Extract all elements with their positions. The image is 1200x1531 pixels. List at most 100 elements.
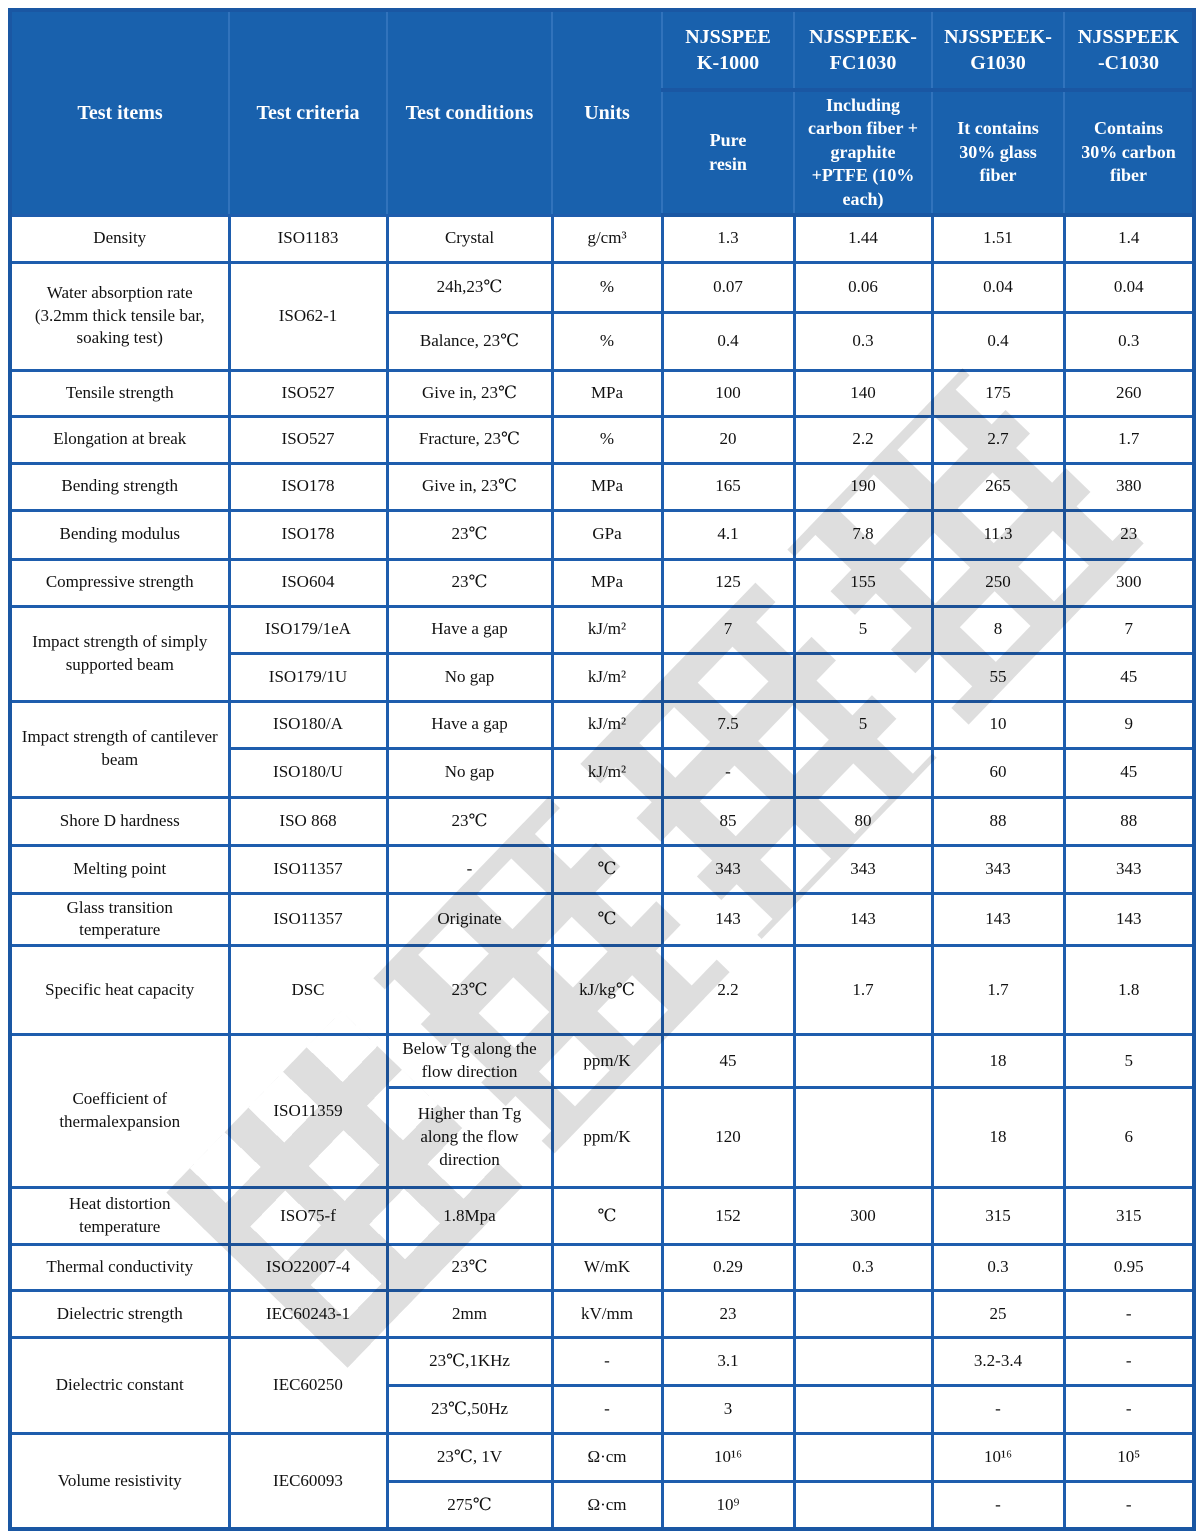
test-condition: 23℃ <box>385 1243 554 1293</box>
unit: % <box>550 310 664 372</box>
test-condition: Crystal <box>385 213 554 264</box>
value-k1000: 152 <box>660 1186 796 1247</box>
test-criteria: ISO11357 <box>227 891 389 948</box>
test-criteria: ISO178 <box>227 461 389 512</box>
table-row: Density ISO1183 Crystal g/cm³ 1.3 1.44 1… <box>8 213 1196 264</box>
value-c1030: 6 <box>1062 1086 1196 1190</box>
test-condition: 23℃,1KHz <box>385 1336 554 1388</box>
value-g1030: 25 <box>930 1289 1066 1340</box>
col-header-test-conditions: Test conditions <box>386 8 553 216</box>
unit: MPa <box>550 461 664 512</box>
unit: ppm/K <box>550 1033 664 1090</box>
value-c1030: 380 <box>1062 461 1196 512</box>
unit: kV/mm <box>550 1289 664 1340</box>
value-k1000: 0.4 <box>660 310 796 372</box>
value-fc1030 <box>792 1432 934 1484</box>
value-g1030: 18 <box>930 1086 1066 1190</box>
value-k1000: 125 <box>660 557 796 608</box>
value-c1030: 1.8 <box>1062 944 1196 1037</box>
value-fc1030 <box>792 1289 934 1340</box>
value-g1030: 11.3 <box>930 508 1066 561</box>
test-criteria: ISO178 <box>227 508 389 561</box>
value-fc1030: 2.2 <box>792 414 934 465</box>
test-criteria: ISO22007-4 <box>227 1243 389 1293</box>
col-header-test-criteria: Test criteria <box>228 8 388 216</box>
value-fc1030: 7.8 <box>792 508 934 561</box>
table-row: Dielectric constant IEC60250 23℃,1KHz - … <box>8 1336 1196 1436</box>
test-item: Melting point <box>8 843 231 895</box>
test-item: Dielectric strength <box>8 1289 231 1340</box>
test-item: Bending strength <box>8 461 231 512</box>
test-condition: 23℃, 1V <box>385 1432 554 1484</box>
test-criteria: ISO75-f <box>227 1186 389 1247</box>
test-condition: 24h,23℃ <box>385 260 554 314</box>
value-c1030: 7 <box>1062 604 1196 655</box>
unit <box>550 795 664 847</box>
test-condition: Fracture, 23℃ <box>385 414 554 465</box>
value-fc1030: 155 <box>792 557 934 608</box>
test-criteria: ISO179/1eA <box>227 604 389 655</box>
test-criteria: ISO180/U <box>227 746 389 799</box>
value-g1030: 3.2-3.4 <box>930 1336 1066 1388</box>
value-k1000: 7.5 <box>660 699 796 750</box>
value-k1000: 4.1 <box>660 508 796 561</box>
value-k1000: 20 <box>660 414 796 465</box>
test-item: Water absorption rate (3.2mm thick tensi… <box>8 260 231 372</box>
value-g1030: 0.3 <box>930 1243 1066 1293</box>
value-c1030: 1.7 <box>1062 414 1196 465</box>
value-fc1030: 143 <box>792 891 934 948</box>
table-row: Melting point ISO11357 - ℃ 343 343 343 3… <box>8 843 1196 895</box>
unit: Ω·cm <box>550 1480 664 1531</box>
value-k1000: 1.3 <box>660 213 796 264</box>
unit: ppm/K <box>550 1086 664 1190</box>
test-item: Impact strength of cantilever beam <box>8 699 231 799</box>
unit: kJ/m² <box>550 604 664 655</box>
test-condition: Give in, 23℃ <box>385 461 554 512</box>
unit: Ω·cm <box>550 1432 664 1484</box>
value-k1000: 85 <box>660 795 796 847</box>
test-condition: 23℃ <box>385 557 554 608</box>
value-k1000: 23 <box>660 1289 796 1340</box>
test-item: Volume resistivity <box>8 1432 231 1531</box>
table-header: Test items Test criteria Test conditions… <box>9 8 1195 217</box>
test-criteria: ISO11357 <box>227 843 389 895</box>
value-g1030: 10 <box>930 699 1066 750</box>
product-name-g1030: NJSSPEEK- G1030 <box>931 8 1065 91</box>
value-g1030: 343 <box>930 843 1066 895</box>
test-condition: Below Tg along the flow direction <box>385 1033 554 1090</box>
product-name-fc1030: NJSSPEEK- FC1030 <box>793 8 933 91</box>
unit: % <box>550 260 664 314</box>
value-fc1030: 5 <box>792 699 934 750</box>
value-g1030: 1.51 <box>930 213 1066 264</box>
table-row: Thermal conductivity ISO22007-4 23℃ W/mK… <box>8 1243 1196 1293</box>
value-k1000: 3.1 <box>660 1336 796 1388</box>
test-criteria: ISO 868 <box>227 795 389 847</box>
value-k1000: - <box>660 746 796 799</box>
value-c1030: - <box>1062 1336 1196 1388</box>
table-row: Heat distortion temperature ISO75-f 1.8M… <box>8 1186 1196 1247</box>
value-c1030: - <box>1062 1384 1196 1436</box>
test-criteria: ISO1183 <box>227 213 389 264</box>
table-row: Impact strength of simply supported beam… <box>8 604 1196 703</box>
unit: GPa <box>550 508 664 561</box>
table-row: Tensile strength ISO527 Give in, 23℃ MPa… <box>8 368 1196 418</box>
table-row: Bending strength ISO178 Give in, 23℃ MPa… <box>8 461 1196 512</box>
value-k1000: 45 <box>660 1033 796 1090</box>
value-g1030: 175 <box>930 368 1066 418</box>
value-fc1030 <box>792 746 934 799</box>
value-fc1030 <box>792 1384 934 1436</box>
value-g1030: - <box>930 1384 1066 1436</box>
value-fc1030 <box>792 651 934 703</box>
value-k1000: 7 <box>660 604 796 655</box>
value-c1030: 23 <box>1062 508 1196 561</box>
value-c1030: 315 <box>1062 1186 1196 1247</box>
value-c1030: 5 <box>1062 1033 1196 1090</box>
test-condition: Give in, 23℃ <box>385 368 554 418</box>
value-k1000: 120 <box>660 1086 796 1190</box>
table-row: Dielectric strength IEC60243-1 2mm kV/mm… <box>8 1289 1196 1340</box>
value-fc1030 <box>792 1086 934 1190</box>
value-g1030: 0.04 <box>930 260 1066 314</box>
value-k1000: 2.2 <box>660 944 796 1037</box>
test-condition: 2mm <box>385 1289 554 1340</box>
value-g1030: 18 <box>930 1033 1066 1090</box>
